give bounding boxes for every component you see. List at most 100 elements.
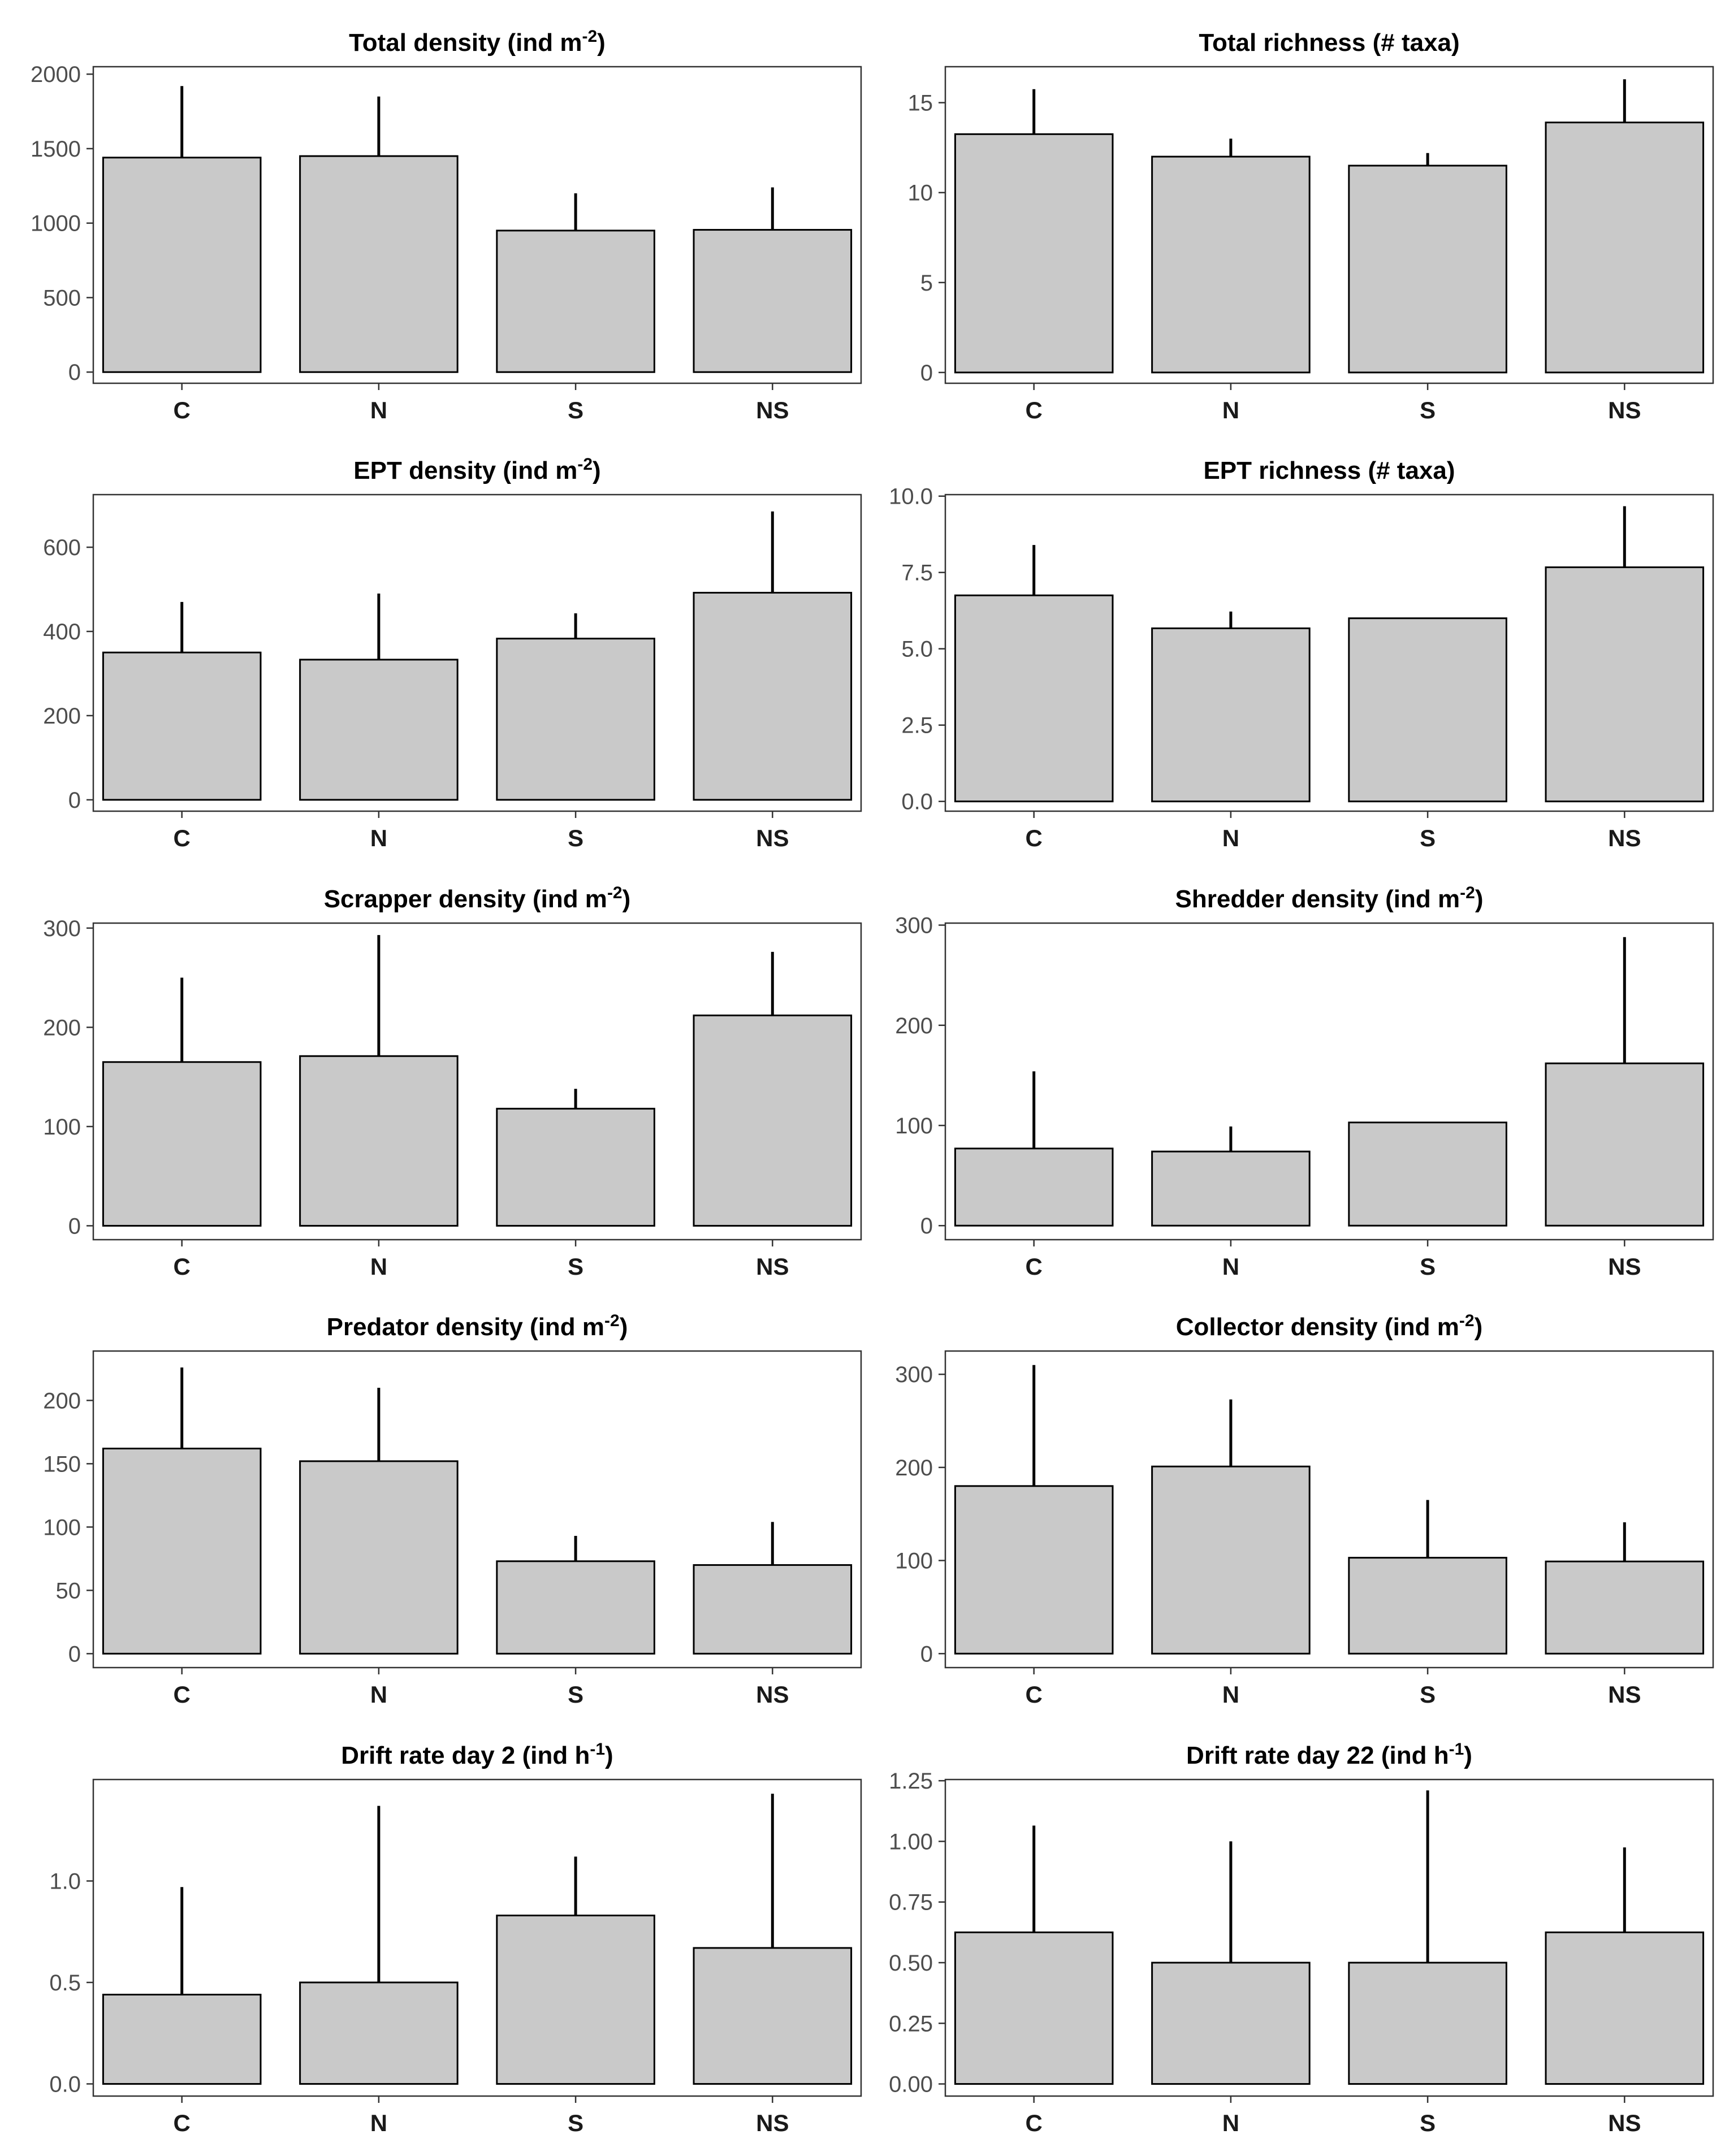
panel-title-text: Total density (ind m — [349, 29, 582, 57]
bar-c — [954, 1485, 1114, 1655]
x-tick-label-n: N — [1222, 2110, 1239, 2136]
panel-title-text: Collector density (ind m — [1176, 1313, 1459, 1341]
panel-title-text: Predator density (ind m — [327, 1313, 604, 1341]
bar-c — [102, 651, 262, 801]
panel-total-density-ind-m: Total density (ind m-2) 0 500 1000 1500 2000 C… — [31, 27, 862, 423]
y-tick-label: 0.5 — [49, 1971, 81, 1995]
panel-drift-rate-day-22-ind-h: Drift rate day 22 (ind h-1) 0.00 0.25 0.50 0… — [889, 1740, 1714, 2136]
bar-ns — [693, 1014, 853, 1227]
x-tick-label-ns: NS — [1608, 1681, 1641, 1708]
y-tick-label: 400 — [43, 620, 81, 644]
x-tick-label-s: S — [568, 397, 583, 423]
bar-ns — [693, 229, 853, 373]
panel-drift-rate-day-2-ind-h: Drift rate day 2 (ind h-1)0.00.51.0C N S NS — [49, 1740, 862, 2136]
bar-n — [299, 1981, 459, 2085]
x-tick-label-ns: NS — [1608, 2110, 1641, 2136]
x-tick-label-s: S — [1420, 1253, 1436, 1280]
panel-frame — [92, 1350, 862, 1669]
panel-title-text: EPT density (ind m — [353, 457, 577, 484]
panel-title: Shredder density (ind m-2) — [1175, 884, 1484, 913]
panel-frame — [944, 493, 1714, 812]
bar-s — [1348, 1122, 1507, 1227]
bar-ns — [693, 592, 853, 801]
y-tick-label: 0.50 — [889, 1951, 933, 1976]
bar-c — [954, 594, 1114, 803]
panel-title-text: Scrapper density (ind m — [324, 885, 607, 913]
panel-title: Collector density (ind m-2) — [1176, 1311, 1483, 1341]
panel-title-suffix: ) — [605, 1742, 613, 1769]
bar-ns — [693, 1947, 853, 2085]
bar-ns — [693, 1564, 853, 1655]
bar-c — [954, 1148, 1114, 1227]
bar-ns — [1545, 1560, 1705, 1655]
bar-c — [102, 157, 262, 373]
bar-n — [299, 659, 459, 801]
y-tick-label: 200 — [43, 1388, 81, 1413]
bar-s — [496, 1915, 655, 2085]
y-tick-label: 0 — [68, 788, 81, 813]
panel-title-text: EPT richness (# taxa) — [1203, 457, 1455, 484]
x-tick-label-n: N — [370, 825, 387, 851]
panel-title: Total density (ind m-2) — [349, 27, 606, 57]
x-tick-label-c: C — [174, 397, 191, 423]
panel-title: Drift rate day 2 (ind h-1) — [341, 1740, 613, 1769]
panel-title-suffix: ) — [622, 885, 631, 913]
y-tick-label: 500 — [43, 285, 81, 310]
panel-title: Total richness (# taxa) — [1199, 29, 1459, 57]
x-tick-label-c: C — [174, 1253, 191, 1280]
panel-title: Drift rate day 22 (ind h-1) — [1186, 1740, 1472, 1769]
x-tick-label-s: S — [568, 2110, 583, 2136]
panel-frame — [944, 922, 1714, 1241]
y-tick-label: 1.25 — [889, 1769, 933, 1794]
y-tick-label: 1000 — [31, 211, 81, 236]
y-tick-label: 5 — [920, 271, 933, 296]
y-tick-label: 200 — [895, 1014, 933, 1038]
y-tick-label: 2.5 — [901, 713, 933, 738]
x-tick-label-c: C — [1026, 397, 1043, 423]
y-tick-label: 2000 — [31, 62, 81, 87]
y-tick-label: 0.00 — [889, 2072, 933, 2097]
bar-ns — [1545, 122, 1705, 374]
bar-n — [1151, 627, 1311, 803]
y-tick-label: 50 — [56, 1578, 81, 1603]
x-tick-label-n: N — [370, 1253, 387, 1280]
x-tick-label-ns: NS — [756, 1253, 789, 1280]
bar-n — [299, 1055, 459, 1227]
bar-c — [954, 133, 1114, 374]
panel-title-suffix: ) — [1475, 1313, 1483, 1341]
x-tick-label-s: S — [568, 825, 583, 851]
y-tick-label: 100 — [43, 1515, 81, 1540]
x-tick-label-n: N — [370, 2110, 387, 2136]
y-tick-label: 0.25 — [889, 2011, 933, 2036]
panel-predator-density-ind-m: Predator density (ind m-2) 0 50 100 150 200 C N… — [43, 1311, 862, 1708]
panel-frame — [944, 66, 1714, 384]
y-tick-label: 15 — [908, 91, 933, 116]
y-tick-label: 10.0 — [889, 484, 933, 509]
x-tick-label-ns: NS — [756, 397, 789, 423]
x-tick-label-s: S — [568, 1681, 583, 1708]
x-tick-label-s: S — [1420, 825, 1436, 851]
panel-title: Predator density (ind m-2) — [327, 1311, 628, 1341]
panel-frame — [944, 1350, 1714, 1669]
bar-s — [1348, 617, 1507, 803]
x-tick-label-s: S — [1420, 2110, 1436, 2136]
bar-n — [299, 1460, 459, 1655]
panel-title-suffix: ) — [593, 457, 601, 484]
panel-frame — [944, 1778, 1714, 2097]
y-tick-label: 200 — [43, 704, 81, 729]
y-tick-label: 150 — [43, 1452, 81, 1477]
x-tick-label-n: N — [370, 397, 387, 423]
y-tick-label: 200 — [43, 1015, 81, 1040]
y-tick-label: 1.00 — [889, 1829, 933, 1854]
panel-title-text: Shredder density (ind m — [1175, 885, 1460, 913]
bar-c — [954, 1931, 1114, 2085]
panel-title: EPT richness (# taxa) — [1203, 457, 1455, 484]
panel-ept-richness-taxa: EPT richness (# taxa)0.02.55.07.510.0C N S… — [889, 457, 1714, 851]
panel-frame — [92, 493, 862, 812]
y-tick-label: 0 — [68, 360, 81, 385]
panel-frame — [92, 66, 862, 384]
x-tick-label-n: N — [370, 1681, 387, 1708]
